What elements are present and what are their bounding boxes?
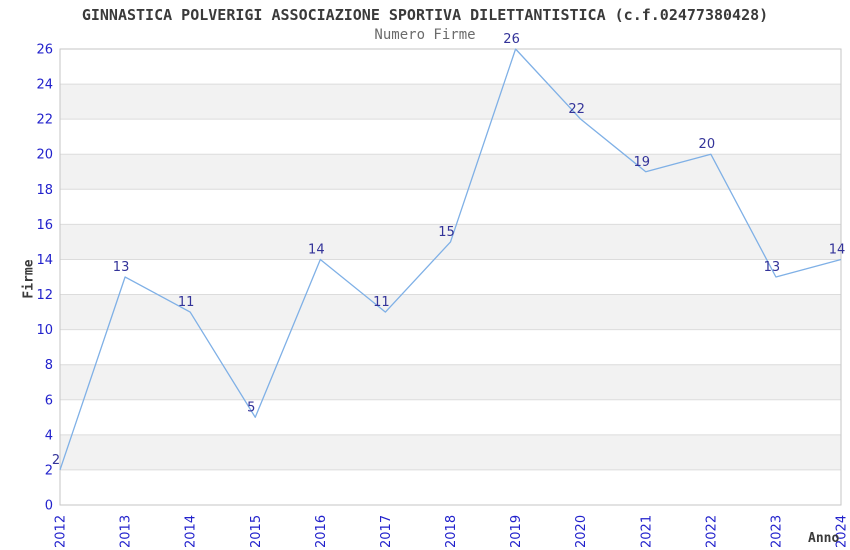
y-tick-label: 6 [45,393,53,408]
x-tick-label: 2024 [835,515,850,548]
plot-band [60,364,841,400]
x-tick-label: 2017 [379,515,394,548]
point-label: 20 [699,137,716,152]
y-tick-label: 10 [36,323,53,338]
x-tick-label: 2021 [639,515,654,548]
x-tick-label: 2022 [704,515,719,548]
point-label: 13 [764,260,781,275]
x-tick-label: 2020 [574,515,589,548]
y-tick-label: 20 [36,148,53,163]
x-tick-label: 2018 [444,515,459,548]
y-tick-label: 0 [45,499,53,514]
x-tick-label: 2019 [509,515,524,548]
y-tick-label: 8 [45,358,53,373]
point-label: 13 [113,260,130,275]
y-tick-label: 12 [36,288,53,303]
y-tick-label: 16 [36,218,53,233]
y-tick-label: 18 [36,183,53,198]
chart-subtitle: Numero Firme [374,27,476,43]
y-tick-label: 24 [36,78,53,93]
plot-border [59,48,842,506]
x-tick-label: 2015 [249,515,264,548]
point-label: 15 [438,225,455,240]
plot-band [60,154,841,190]
point-label: 22 [568,102,585,117]
series-line [59,48,842,471]
point-label: 5 [247,400,255,415]
plot-band [60,434,841,470]
y-tick-label: 4 [45,428,53,443]
point-label: 26 [503,32,520,47]
x-tick-label: 2016 [314,515,329,548]
x-tick-label: 2023 [769,515,784,548]
y-tick-label: 14 [36,253,53,268]
chart-title: GINNASTICA POLVERIGI ASSOCIAZIONE SPORTI… [81,6,769,24]
x-tick-label: 2014 [184,515,199,548]
y-tick-label: 2 [45,463,53,478]
point-label: 11 [178,295,195,310]
x-tick-label: 2013 [119,515,134,548]
plot-band [60,84,841,120]
x-axis-title: Anno [808,531,840,546]
y-tick-label: 22 [36,113,53,128]
x-tick-label: 2012 [54,515,69,548]
point-label: 14 [308,242,325,257]
y-tick-label: 26 [36,43,53,58]
point-label: 19 [633,155,650,170]
point-label: 11 [373,295,390,310]
point-label: 14 [829,242,846,257]
point-label: 2 [52,453,60,468]
